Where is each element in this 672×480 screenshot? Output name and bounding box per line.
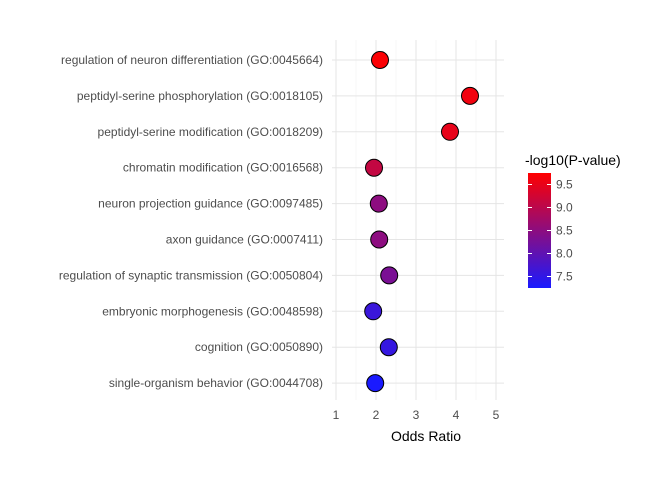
data-point — [371, 51, 389, 69]
legend-title: -log10(P-value) — [525, 152, 621, 168]
data-point — [370, 230, 389, 249]
x-tick-label: 2 — [373, 408, 380, 422]
y-tick-label: regulation of synaptic transmission (GO:… — [59, 268, 323, 282]
legend-color-bar — [528, 173, 551, 288]
y-tick-label: peptidyl-serine modification (GO:0018209… — [98, 125, 323, 139]
y-tick-label: neuron projection guidance (GO:0097485) — [98, 197, 323, 211]
x-tick-label: 4 — [453, 408, 460, 422]
data-point — [364, 302, 383, 321]
x-tick-label: 1 — [333, 408, 340, 422]
legend-tick-label: 9.5 — [556, 178, 573, 192]
x-axis-title: Odds Ratio — [391, 428, 461, 444]
y-tick-label: regulation of neuron differentiation (GO… — [61, 53, 323, 67]
data-point — [441, 122, 459, 141]
color-legend: -log10(P-value) 7.5 8.0 8.5 9.0 9.5 — [525, 152, 621, 288]
legend-tick-label: 9.0 — [556, 201, 573, 215]
legend-ticks: 7.5 8.0 8.5 9.0 9.5 — [528, 178, 573, 284]
data-point — [369, 194, 388, 213]
x-tick-label: 5 — [493, 408, 500, 422]
data-point — [461, 86, 479, 105]
legend-tick-label: 8.0 — [556, 247, 573, 261]
data-point — [380, 266, 399, 285]
y-axis-labels: regulation of neuron differentiation (GO… — [59, 53, 323, 390]
data-point — [379, 338, 398, 357]
y-tick-label: single-organism behavior (GO:0044708) — [109, 376, 323, 390]
x-axis-labels: 1 2 3 4 5 — [333, 408, 500, 422]
data-point — [366, 374, 385, 393]
legend-tick-label: 8.5 — [556, 224, 573, 238]
data-points — [364, 51, 479, 393]
plot-grid — [332, 40, 504, 400]
x-tick-label: 3 — [413, 408, 420, 422]
data-point — [365, 158, 383, 177]
y-tick-label: cognition (GO:0050890) — [195, 340, 323, 354]
y-tick-label: peptidyl-serine phosphorylation (GO:0018… — [77, 89, 323, 103]
legend-tick-label: 7.5 — [556, 270, 573, 284]
y-tick-label: axon guidance (GO:0007411) — [166, 233, 323, 247]
y-tick-label: chromatin modification (GO:0016568) — [123, 161, 323, 175]
y-tick-label: embryonic morphogenesis (GO:0048598) — [102, 304, 323, 318]
